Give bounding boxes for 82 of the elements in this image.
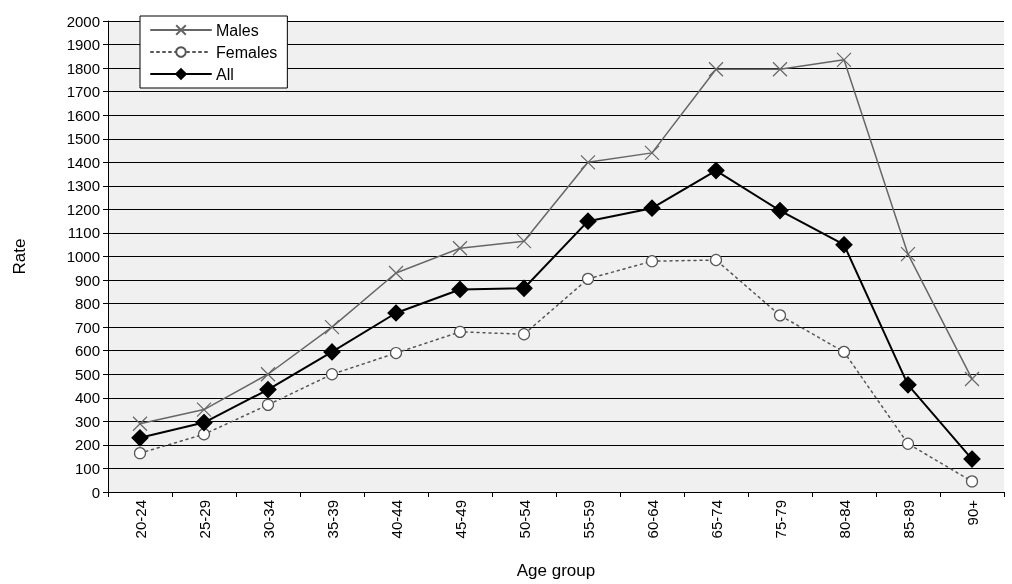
- point: [451, 280, 469, 299]
- point: [899, 376, 917, 394]
- y-tick-label: 700: [74, 318, 100, 336]
- point: [579, 212, 597, 230]
- x-tick-label: 20-24: [131, 500, 149, 539]
- y-tick-label: 1300: [66, 177, 100, 195]
- x-tick-label: 60-64: [643, 500, 661, 539]
- y-tick-label: 1700: [66, 83, 100, 101]
- point: [325, 368, 339, 381]
- point: [195, 413, 213, 432]
- point: [644, 145, 660, 161]
- y-tick-label: 800: [74, 295, 100, 313]
- point: [516, 233, 532, 249]
- y-tick-label: 0: [91, 483, 100, 501]
- point: [132, 416, 148, 432]
- point: [389, 346, 403, 360]
- point: [259, 380, 277, 399]
- x-tick-label: 65-74: [707, 500, 725, 539]
- x-axis-title: Age group: [516, 561, 596, 580]
- x-tick-label: 35-39: [323, 500, 341, 539]
- point: [645, 255, 659, 268]
- y-tick-label: 1600: [66, 106, 100, 124]
- point: [133, 447, 147, 460]
- y-tick-label: 1100: [67, 224, 100, 242]
- legend-label: Females: [216, 43, 278, 61]
- legend-label: All: [216, 65, 234, 83]
- y-tick-label: 500: [74, 365, 100, 383]
- point: [771, 201, 789, 220]
- point: [515, 279, 533, 297]
- point: [836, 52, 852, 68]
- point: [517, 328, 531, 341]
- point: [581, 272, 595, 285]
- y-tick-label: 1900: [66, 36, 100, 54]
- x-tick-label: 85-89: [899, 500, 917, 539]
- y-tick-label: 100: [74, 459, 100, 477]
- point: [709, 253, 723, 267]
- point: [260, 366, 276, 382]
- point: [197, 428, 211, 441]
- y-axis-title: Rate: [10, 238, 29, 275]
- y-tick-label: 1200: [66, 200, 100, 218]
- x-tick-label: 30-34: [259, 500, 277, 539]
- point: [963, 450, 981, 468]
- x-tick-label: 25-29: [195, 500, 213, 539]
- point: [452, 240, 468, 256]
- point: [261, 398, 275, 411]
- point: [643, 199, 661, 217]
- x-tick-label: 55-59: [579, 500, 597, 539]
- x-tick-label: 90+: [963, 499, 981, 526]
- x-tick-label: 40-44: [387, 500, 405, 539]
- y-tick-label: 600: [74, 342, 100, 360]
- y-tick-label: 1400: [66, 153, 100, 171]
- point: [965, 475, 979, 488]
- point: [388, 265, 404, 281]
- point: [772, 61, 788, 77]
- x-tick-label: 75-79: [771, 500, 789, 539]
- y-tick-label: 1500: [66, 130, 100, 148]
- x-tick-label: 50-54: [515, 500, 533, 539]
- point: [453, 325, 467, 338]
- y-tick-label: 200: [74, 436, 100, 454]
- point: [901, 437, 915, 450]
- point: [324, 319, 340, 335]
- point: [835, 236, 853, 254]
- point: [580, 154, 596, 170]
- point: [131, 429, 149, 447]
- point: [964, 371, 980, 387]
- point: [323, 343, 341, 361]
- point: [387, 304, 405, 322]
- point: [196, 401, 212, 418]
- legend-label: Males: [216, 21, 259, 39]
- x-tick-label: 80-84: [835, 500, 853, 539]
- point: [837, 345, 851, 358]
- point: [708, 61, 724, 77]
- point: [773, 309, 787, 322]
- y-tick-label: 2000: [66, 12, 100, 30]
- point: [707, 161, 725, 180]
- y-tick-label: 1000: [66, 248, 100, 265]
- y-tick-label: 1800: [66, 59, 100, 77]
- y-tick-label: 300: [74, 412, 100, 430]
- x-tick-label: 45-49: [451, 500, 469, 539]
- y-tick-label: 400: [74, 389, 100, 407]
- point: [900, 246, 916, 262]
- y-tick-label: 900: [74, 271, 100, 289]
